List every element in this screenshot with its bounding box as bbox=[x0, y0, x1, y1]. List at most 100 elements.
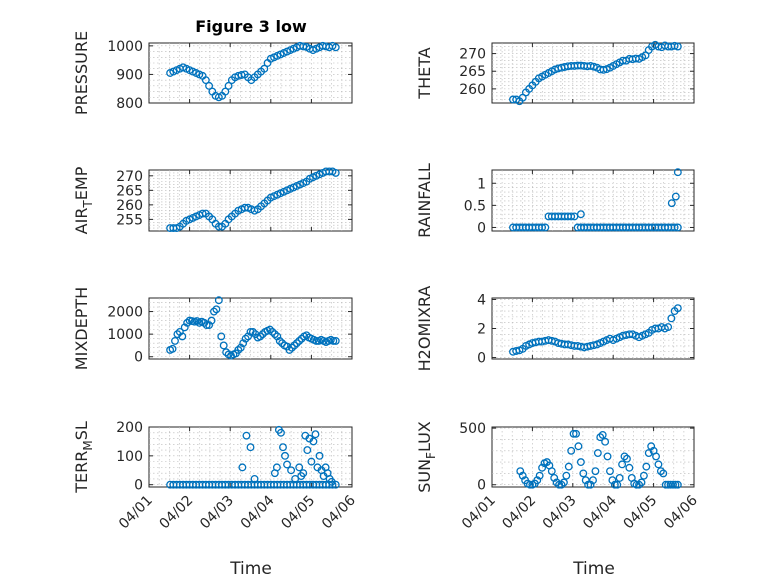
data-point bbox=[312, 336, 321, 345]
data-point bbox=[625, 463, 634, 472]
y-tick-label: 0 bbox=[477, 351, 486, 367]
data-point bbox=[307, 457, 316, 466]
data-point bbox=[175, 327, 184, 336]
axes-box bbox=[491, 42, 695, 104]
data-point bbox=[596, 433, 605, 442]
data-point bbox=[673, 480, 682, 489]
y-axis-label: AIRTEMP bbox=[72, 166, 95, 234]
data-point bbox=[572, 429, 580, 438]
data-point bbox=[331, 168, 340, 177]
x-tick-label: 04/05 bbox=[621, 493, 661, 533]
data-point bbox=[635, 480, 644, 489]
data-point bbox=[564, 462, 573, 471]
subplot-1: 800 900 1000 PRESSURE bbox=[72, 31, 353, 115]
data-point bbox=[538, 223, 547, 232]
y-tick-label: 200 bbox=[116, 420, 143, 436]
data-point bbox=[200, 318, 209, 327]
y-axis-label: PRESSURE bbox=[72, 31, 91, 115]
data-point bbox=[620, 452, 629, 461]
series-markers bbox=[509, 304, 682, 356]
x-tick-label: 04/05 bbox=[278, 493, 318, 533]
y-tick-label: 2 bbox=[477, 322, 486, 338]
data-point bbox=[238, 463, 247, 472]
data-point bbox=[533, 476, 542, 485]
data-point bbox=[236, 343, 245, 352]
data-point bbox=[275, 336, 284, 345]
y-tick-label: 255 bbox=[116, 212, 143, 228]
x-axis-label-left: Time bbox=[229, 559, 272, 579]
x-tick-label: 04/01 bbox=[459, 493, 499, 533]
data-point bbox=[244, 332, 253, 341]
data-point bbox=[171, 336, 179, 345]
y-tick-label: 1000 bbox=[107, 39, 143, 55]
data-point bbox=[586, 480, 595, 489]
y-tick-label: 270 bbox=[459, 47, 486, 63]
data-point bbox=[535, 471, 544, 480]
data-point bbox=[671, 480, 680, 489]
data-point bbox=[311, 430, 320, 439]
y-tick-label: 270 bbox=[116, 169, 143, 185]
data-point bbox=[285, 346, 294, 354]
data-point bbox=[256, 332, 265, 341]
data-point bbox=[667, 199, 676, 208]
series-markers bbox=[166, 296, 340, 360]
data-point bbox=[242, 431, 251, 440]
data-point bbox=[652, 452, 660, 461]
data-point bbox=[214, 222, 223, 231]
data-point bbox=[246, 327, 255, 336]
data-point bbox=[591, 467, 600, 476]
subplot-8: 0 500 04/01 04/02 04/03 04/04 04/05 04/06 SUNFLU… bbox=[415, 421, 701, 532]
data-point bbox=[292, 339, 301, 348]
data-point bbox=[642, 462, 651, 471]
y-axis-label: THETA bbox=[415, 47, 434, 99]
x-tick-label: 04/02 bbox=[499, 493, 539, 533]
y-tick-label: 265 bbox=[459, 64, 486, 80]
data-point bbox=[329, 336, 338, 345]
data-point bbox=[272, 463, 281, 472]
y-tick-label: 0 bbox=[477, 220, 486, 236]
data-point bbox=[178, 332, 187, 341]
data-point bbox=[260, 64, 269, 73]
y-axis-label: RAINFALL bbox=[415, 163, 434, 238]
y-tick-label: 260 bbox=[459, 82, 486, 98]
data-point bbox=[299, 469, 308, 478]
y-tick-label: 2000 bbox=[107, 305, 143, 321]
data-point bbox=[279, 443, 287, 452]
data-point bbox=[552, 478, 561, 487]
data-point bbox=[210, 307, 218, 316]
axes-box bbox=[148, 42, 353, 104]
y-tick-label: 1 bbox=[477, 176, 486, 192]
x-axis-label-right: Time bbox=[572, 559, 615, 579]
data-point bbox=[656, 467, 665, 476]
data-point bbox=[205, 81, 214, 90]
y-tick-label: 0.5 bbox=[464, 198, 486, 214]
data-point bbox=[295, 336, 304, 345]
data-point bbox=[579, 469, 588, 478]
y-axis-label: H2OMIXRA bbox=[415, 286, 434, 372]
y-tick-label: 260 bbox=[116, 198, 143, 214]
data-point bbox=[589, 476, 597, 485]
data-point bbox=[613, 480, 622, 489]
y-tick-label: 0 bbox=[134, 350, 143, 366]
data-point bbox=[207, 316, 216, 325]
data-point bbox=[217, 332, 226, 341]
y-tick-label: 0 bbox=[134, 478, 143, 494]
data-point bbox=[667, 314, 676, 323]
data-point bbox=[241, 334, 250, 343]
x-tick-label: 04/06 bbox=[319, 492, 359, 532]
data-point bbox=[569, 429, 578, 438]
data-point bbox=[214, 296, 223, 305]
data-point bbox=[331, 43, 340, 52]
data-point bbox=[287, 466, 296, 475]
x-tick-label: 04/06 bbox=[661, 492, 701, 532]
data-point bbox=[669, 480, 677, 489]
x-tick-label: 04/02 bbox=[157, 493, 197, 533]
y-axis-label: TERRMSL bbox=[72, 421, 95, 494]
x-tick-label: 04/01 bbox=[116, 493, 156, 533]
data-point bbox=[664, 323, 673, 331]
y-tick-label: 100 bbox=[116, 449, 143, 465]
data-point bbox=[608, 476, 617, 485]
